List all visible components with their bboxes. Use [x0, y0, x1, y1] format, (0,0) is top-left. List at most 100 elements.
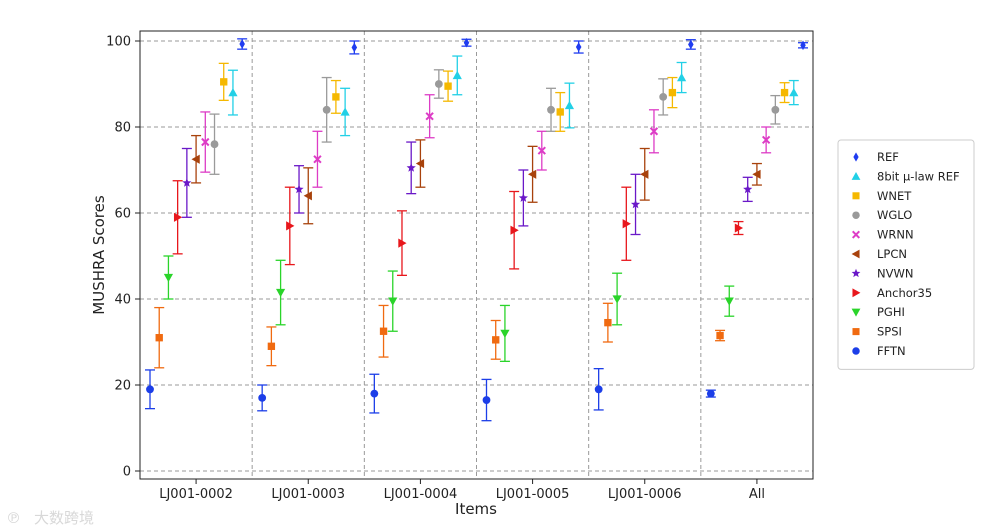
y-tick-label: 20 — [114, 379, 131, 394]
legend: REF 8bit μ-law REF WNET WGLO WRNN LPCN NVWN Anc… — [837, 139, 975, 370]
legend-marker — [852, 347, 860, 355]
legend-item: 8bit μ-law REF — [851, 169, 960, 183]
data-series — [145, 37, 808, 422]
legend-label: FFTN — [877, 344, 906, 358]
data-point — [398, 238, 407, 248]
legend-label: 8bit μ-law REF — [877, 169, 960, 183]
legend-label: SPSI — [877, 325, 902, 339]
data-point — [276, 288, 286, 298]
data-point — [724, 297, 734, 306]
data-point — [752, 169, 761, 179]
data-point — [780, 88, 789, 97]
data-point — [716, 331, 724, 340]
data-point — [258, 393, 267, 402]
data-point — [406, 163, 416, 172]
series-nvwn — [181, 141, 753, 236]
legend-label: REF — [877, 150, 899, 164]
y-axis-title: MUSHRA Scores — [90, 195, 108, 315]
y-tick-label: 80 — [114, 121, 131, 136]
data-point — [761, 135, 771, 145]
data-point — [463, 37, 470, 48]
data-point — [537, 146, 546, 155]
data-point — [640, 169, 649, 179]
data-point — [210, 140, 219, 149]
data-point — [425, 112, 434, 121]
legend-marker — [851, 308, 861, 317]
data-point — [688, 39, 694, 50]
y-tick-label: 40 — [114, 293, 131, 308]
data-point — [286, 221, 295, 231]
data-point — [668, 88, 677, 97]
data-point — [564, 100, 575, 110]
legend-marker — [852, 328, 860, 336]
data-point — [294, 184, 304, 194]
legend-box — [837, 139, 975, 370]
x-tick-label: LJ001-0004 — [384, 487, 458, 502]
series-lpcn — [191, 134, 762, 225]
data-point — [452, 70, 462, 80]
data-point — [239, 39, 245, 49]
data-point — [482, 396, 491, 404]
data-point — [444, 82, 452, 90]
data-point — [771, 105, 780, 114]
legend-label: Anchor35 — [877, 286, 932, 300]
series-spsi — [154, 302, 726, 369]
series-pghi — [163, 255, 735, 363]
series-wrnn — [200, 94, 772, 188]
y-tick-label: 100 — [106, 35, 131, 50]
x-tick-label: LJ001-0003 — [271, 487, 345, 502]
legend-marker — [852, 192, 860, 200]
legend-marker — [851, 230, 861, 239]
legend-item: PGHI — [851, 305, 905, 319]
data-point — [332, 93, 340, 101]
data-point — [649, 127, 659, 136]
legend-marker — [852, 288, 861, 298]
data-point — [659, 92, 668, 101]
grid-lines — [140, 31, 813, 479]
legend-label: WGLO — [877, 208, 912, 222]
y-axis: 0 20 40 60 80 100 — [106, 35, 140, 480]
legend-marker — [852, 211, 860, 219]
data-point — [173, 212, 183, 222]
data-point — [146, 385, 154, 394]
data-point — [789, 88, 799, 97]
data-point — [518, 193, 528, 202]
data-point — [201, 137, 210, 147]
legend-item: WGLO — [852, 208, 912, 222]
data-point — [267, 342, 276, 350]
x-axis: LJ001-0002 LJ001-0003 LJ001-0004 LJ001-0005… — [159, 479, 765, 502]
legend-label: WNET — [877, 189, 912, 203]
legend-item: NVWN — [851, 266, 913, 280]
data-point — [322, 105, 331, 114]
legend-item: SPSI — [852, 325, 902, 339]
watermark-text: 大数跨境 — [34, 509, 94, 527]
data-point — [434, 80, 443, 88]
data-point — [220, 78, 228, 86]
data-point — [547, 105, 555, 114]
data-point — [155, 334, 163, 342]
series-fftn — [145, 368, 716, 422]
series-anchor35 — [172, 180, 744, 277]
data-point — [500, 329, 510, 338]
data-point — [734, 223, 744, 233]
data-point — [594, 385, 603, 394]
x-axis-title: Items — [455, 500, 497, 518]
data-point — [303, 191, 312, 201]
legend-marker — [853, 152, 859, 162]
legend-item: LPCN — [851, 247, 907, 261]
data-point — [622, 219, 631, 229]
data-point — [182, 178, 192, 187]
data-point — [388, 297, 398, 306]
data-point — [492, 336, 500, 344]
data-point — [677, 72, 687, 82]
legend-label: PGHI — [877, 305, 905, 319]
y-tick-label: 60 — [114, 207, 131, 222]
watermark-logo-icon: ℗ — [6, 509, 21, 527]
data-point — [743, 184, 753, 194]
legend-marker — [851, 268, 861, 278]
x-tick-label: All — [749, 487, 765, 502]
data-point — [556, 108, 564, 116]
data-point — [228, 88, 238, 97]
data-point — [340, 107, 350, 116]
y-tick-label: 0 — [123, 465, 131, 480]
